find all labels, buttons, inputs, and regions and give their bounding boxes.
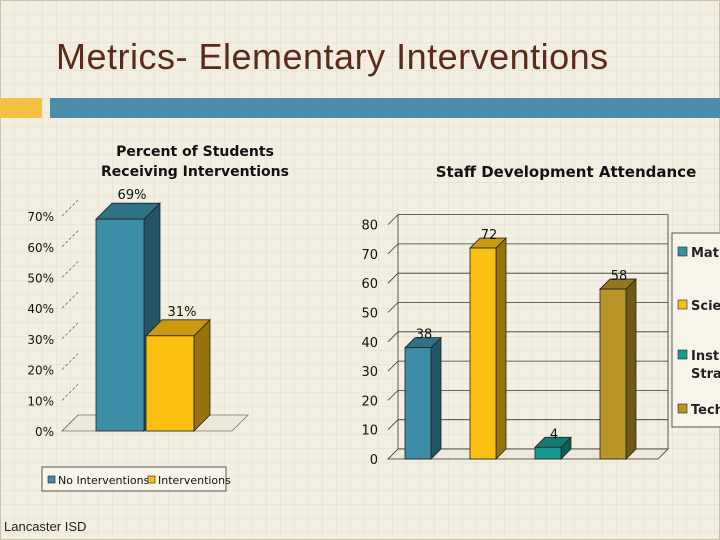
chart1-ytick-label: 70% bbox=[27, 210, 54, 224]
chart2-legend-label: Instr Strat bbox=[691, 349, 720, 382]
chart1-title-line: Percent of Students bbox=[116, 144, 274, 160]
chart1-legend-label: No Interventions bbox=[58, 474, 150, 487]
chart2-legend: Mat Scie Instr Strat Tech bbox=[671, 232, 720, 428]
chart2-ytick-mark bbox=[387, 360, 399, 372]
chart1-data-label: 31% bbox=[168, 305, 197, 320]
chart2-legend-label-line: Instr bbox=[691, 349, 720, 364]
chart1-ytick-mark bbox=[61, 291, 79, 309]
chart1-ytick-mark bbox=[61, 230, 79, 248]
chart2-legend-label-line: Scie bbox=[691, 299, 720, 314]
chart2-ytick-label: 80 bbox=[361, 219, 378, 234]
chart1-ytick-label: 0% bbox=[35, 425, 54, 439]
chart2-bar-side bbox=[625, 278, 637, 460]
chart1-ytick-label: 20% bbox=[27, 364, 54, 378]
chart2-ytick-mark bbox=[387, 272, 399, 284]
footer-text: Lancaster ISD bbox=[4, 519, 87, 534]
chart1-title-line: Receiving Interventions bbox=[101, 164, 289, 180]
staff-development-chart: Staff Development Attendance 0 10 20 30 40 50 6… bbox=[361, 163, 720, 468]
chart1-ytick-mark bbox=[61, 322, 79, 340]
chart2-ytick-label: 50 bbox=[361, 307, 378, 322]
chart2-ytick-label: 40 bbox=[361, 336, 378, 351]
chart2-legend-swatch bbox=[677, 349, 688, 360]
chart2-bar bbox=[404, 336, 442, 460]
chart1-ytick-label: 60% bbox=[27, 241, 54, 255]
chart1-ytick-label: 10% bbox=[27, 394, 54, 408]
chart2-legend-swatch bbox=[677, 299, 688, 310]
chart1-legend-label: Interventions bbox=[158, 474, 231, 487]
chart2-ytick-mark bbox=[387, 390, 399, 401]
chart2-ytick-mark bbox=[387, 419, 399, 430]
chart2-ytick-label: 0 bbox=[370, 453, 378, 468]
chart2-data-label: 58 bbox=[611, 269, 628, 284]
chart1-bar-front bbox=[145, 335, 195, 432]
chart2-bar-front bbox=[404, 347, 432, 460]
chart2-bar-front bbox=[599, 288, 627, 460]
chart1-legend-swatch bbox=[47, 475, 56, 484]
chart2-bar-side bbox=[430, 336, 442, 460]
chart1-legend-swatch bbox=[147, 475, 156, 484]
chart2-ytick-mark bbox=[387, 214, 399, 225]
chart2-legend-label-line: Tech bbox=[691, 403, 720, 418]
chart2-ytick-label: 70 bbox=[361, 248, 378, 263]
chart2-bar bbox=[469, 237, 507, 460]
chart1-ytick-mark bbox=[61, 384, 79, 401]
chart2-ytick-mark bbox=[387, 302, 399, 313]
slide-title: Metrics- Elementary Interventions bbox=[56, 36, 609, 77]
chart1-ytick-mark bbox=[61, 353, 79, 370]
chart2-legend-label: Tech bbox=[691, 403, 720, 418]
chart2-data-label: 72 bbox=[481, 228, 498, 243]
chart2-bar-front bbox=[534, 446, 562, 460]
interventions-chart: Percent of Students Receiving Interventio… bbox=[27, 144, 289, 492]
chart1-ytick-mark bbox=[61, 199, 79, 217]
chart2-legend-label: Scie bbox=[691, 299, 720, 314]
chart1-ytick-label: 40% bbox=[27, 302, 54, 316]
chart1-bar-side bbox=[193, 318, 211, 432]
chart1-ytick-label: 50% bbox=[27, 272, 54, 286]
chart1-data-label: 69% bbox=[118, 188, 147, 203]
chart2-legend-box bbox=[671, 232, 720, 428]
chart1-legend-box bbox=[41, 466, 227, 492]
chart2-data-label: 38 bbox=[416, 328, 433, 343]
accent-square bbox=[0, 98, 42, 118]
chart2-legend-label-line: Strat bbox=[691, 367, 720, 382]
chart2-data-label: 4 bbox=[550, 427, 558, 442]
chart2-bar-side bbox=[495, 237, 507, 460]
chart2-ytick-label: 60 bbox=[361, 277, 378, 292]
chart2-title: Staff Development Attendance bbox=[436, 163, 697, 181]
chart2-ytick-label: 20 bbox=[361, 394, 378, 409]
chart1-bar-front bbox=[95, 218, 145, 432]
chart2-ytick-label: 10 bbox=[361, 424, 378, 439]
chart2-floor bbox=[387, 448, 669, 460]
accent-bar bbox=[50, 98, 720, 118]
chart2-legend-swatch bbox=[677, 246, 688, 257]
chart2-legend-swatch bbox=[677, 403, 688, 414]
chart2-ytick-label: 30 bbox=[361, 365, 378, 380]
chart2-legend-label-line: Mat bbox=[691, 246, 719, 261]
chart1-legend: No Interventions Interventions bbox=[41, 466, 231, 492]
chart1-bar bbox=[145, 318, 211, 432]
chart2-bar bbox=[534, 436, 572, 460]
chart1-title: Percent of Students Receiving Interventio… bbox=[101, 144, 289, 180]
chart1-ytick-mark bbox=[61, 414, 79, 432]
chart2-bar-front bbox=[469, 247, 497, 460]
chart2-ytick-mark bbox=[387, 243, 399, 255]
chart1-ytick-label: 30% bbox=[27, 333, 54, 347]
chart2-ytick-mark bbox=[387, 331, 399, 343]
chart2-legend-label: Mat bbox=[691, 246, 719, 261]
chart2-bar bbox=[599, 278, 637, 460]
chart1-ytick-mark bbox=[61, 261, 79, 278]
